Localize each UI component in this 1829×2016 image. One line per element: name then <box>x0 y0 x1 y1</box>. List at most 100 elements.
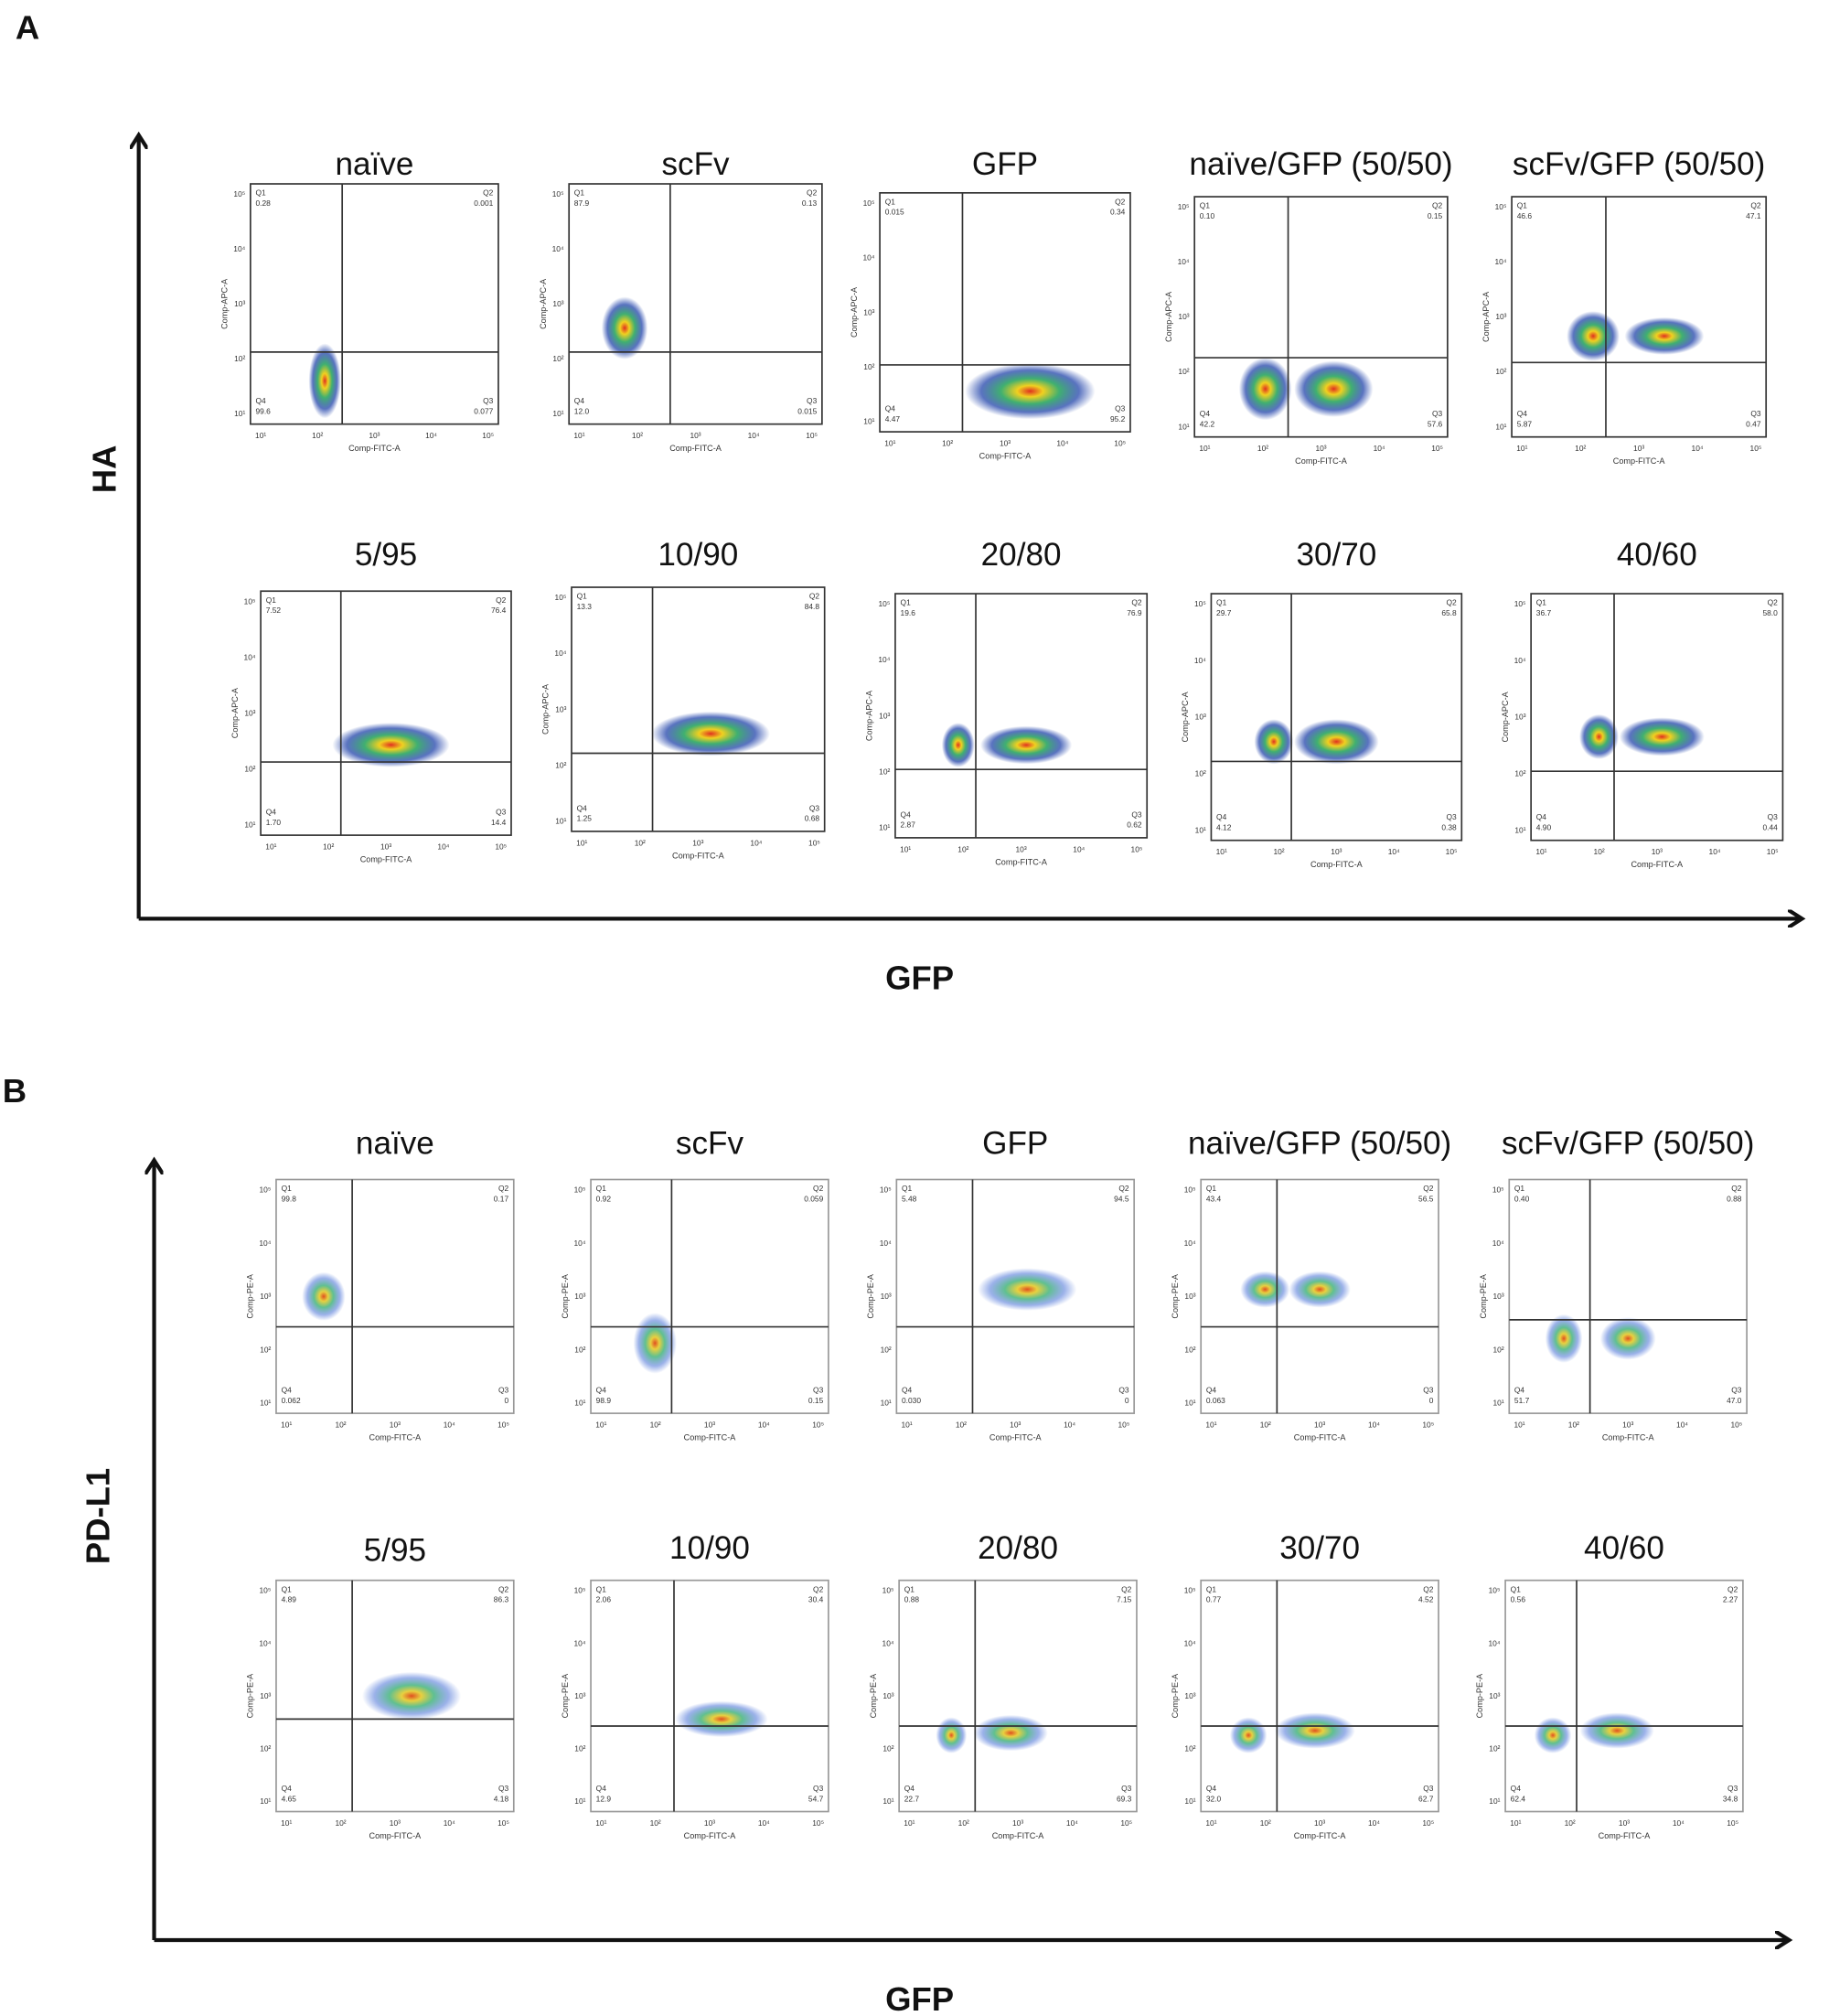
x-tick-label: 10⁴ <box>1368 1421 1380 1430</box>
plot-y-axis-label: Comp-APC-A <box>1501 691 1510 742</box>
y-tick-label: 10⁵ <box>1489 1586 1501 1595</box>
quadrant-name: Q3 <box>1727 1784 1738 1793</box>
quadrant-value: 4.90 <box>1536 822 1552 831</box>
quadrant-value: 13.3 <box>577 602 593 611</box>
y-tick-label: 10³ <box>1184 1292 1195 1301</box>
quadrant-value: 34.8 <box>1723 1794 1738 1803</box>
y-tick-label: 10¹ <box>574 1399 585 1408</box>
y-tick-label: 10³ <box>1489 1691 1500 1700</box>
quadrant-name: Q3 <box>1115 404 1126 413</box>
quadrant-name: Q1 <box>596 1184 607 1193</box>
y-tick-label: 10⁴ <box>1492 1239 1504 1248</box>
x-tick-label: 10⁵ <box>1767 847 1779 856</box>
quadrant-value: 76.9 <box>1127 608 1142 617</box>
plot-x-axis-label: Comp-FITC-A <box>669 444 722 453</box>
quadrant-name: Q2 <box>1446 598 1457 607</box>
plot-y-axis-label: Comp-APC-A <box>220 278 230 329</box>
quadrant-value: 47.0 <box>1727 1396 1742 1405</box>
x-tick-label: 10² <box>958 1818 969 1828</box>
quadrant-value: 0.077 <box>474 406 493 415</box>
quadrant-value: 42.2 <box>1200 419 1215 428</box>
quadrant-value: 0 <box>1125 1396 1129 1405</box>
x-tick-label: 10² <box>1273 847 1284 856</box>
plot-x-axis-label: Comp-FITC-A <box>369 1433 422 1442</box>
quadrant-value: 57.6 <box>1428 419 1443 428</box>
quadrant-value: 0.015 <box>797 406 817 415</box>
quadrant-value: 76.4 <box>491 606 507 615</box>
quadrant-value: 86.3 <box>494 1595 509 1604</box>
quadrant-name: Q3 <box>1731 1386 1742 1395</box>
quadrant-value: 46.6 <box>1517 211 1533 220</box>
axis-label: PD-L1 <box>79 1468 116 1564</box>
quadrant-name: Q4 <box>1517 409 1528 418</box>
plot-x-axis-label: Comp-FITC-A <box>992 1831 1045 1840</box>
quadrant-name: Q2 <box>1121 1584 1132 1593</box>
quadrant-name: Q4 <box>1206 1784 1217 1793</box>
x-tick-label: 10³ <box>704 1421 715 1430</box>
y-tick-label: 10¹ <box>1178 422 1189 431</box>
plot-frame <box>894 593 1149 839</box>
quadrant-value: 56.5 <box>1418 1194 1434 1203</box>
x-tick-label: 10⁵ <box>1422 1421 1434 1430</box>
quadrant-name: Q3 <box>1750 409 1761 418</box>
plot-title: naïve <box>335 146 413 182</box>
quadrant-value: 87.9 <box>574 198 590 208</box>
x-tick-label: 10⁴ <box>1066 1818 1078 1828</box>
y-tick-label: 10⁵ <box>863 198 875 208</box>
y-tick-label: 10⁵ <box>1495 202 1507 211</box>
quadrant-name: Q4 <box>1200 409 1211 418</box>
plot-title: naïve/GFP (50/50) <box>1188 1125 1451 1161</box>
quadrant-name: Q1 <box>902 1184 913 1193</box>
quadrant-value: 0.17 <box>494 1194 509 1203</box>
x-tick-label: 10¹ <box>1535 847 1546 856</box>
x-tick-label: 10⁴ <box>758 1421 770 1430</box>
quadrant-name: Q3 <box>1446 812 1457 821</box>
x-tick-label: 10⁵ <box>812 1421 824 1430</box>
plot-x-axis-label: Comp-FITC-A <box>1599 1831 1652 1840</box>
quadrant-name: Q4 <box>1216 812 1227 821</box>
quadrant-name: Q3 <box>498 1784 509 1793</box>
x-tick-label: 10² <box>323 842 334 852</box>
plot-frame <box>568 183 823 425</box>
quadrant-value: 19.6 <box>901 608 916 617</box>
x-tick-label: 10¹ <box>884 439 895 448</box>
x-tick-label: 10¹ <box>1513 1421 1524 1430</box>
plot-frame <box>1200 1579 1439 1813</box>
quadrant-value: 5.48 <box>902 1194 917 1203</box>
x-tick-label: 10³ <box>1619 1818 1630 1828</box>
x-tick-label: 10⁴ <box>1709 847 1721 856</box>
plot-y-axis-label: Comp-PE-A <box>246 1673 255 1719</box>
plot-frame <box>1504 1579 1744 1813</box>
x-tick-label: 10³ <box>704 1818 715 1828</box>
x-tick-label: 10² <box>650 1818 661 1828</box>
quadrant-value: 51.7 <box>1514 1396 1530 1405</box>
x-tick-label: 10³ <box>1315 444 1326 453</box>
quadrant-value: 0.030 <box>902 1396 921 1405</box>
density-cloud <box>1534 1717 1572 1753</box>
y-tick-label: 10¹ <box>234 409 245 418</box>
y-tick-label: 10² <box>1514 768 1525 777</box>
y-tick-label: 10³ <box>555 704 566 713</box>
y-tick-label: 10² <box>260 1345 271 1354</box>
y-tick-label: 10¹ <box>1514 825 1525 834</box>
y-tick-label: 10³ <box>1184 1691 1195 1700</box>
x-tick-label: 10² <box>635 838 646 847</box>
y-tick-label: 10² <box>1489 1744 1500 1753</box>
quadrant-name: Q1 <box>574 188 585 198</box>
plot-y-axis-label: Comp-PE-A <box>561 1673 570 1719</box>
y-tick-label: 10⁵ <box>1514 599 1526 608</box>
y-tick-label: 10² <box>863 362 874 371</box>
quadrant-value: 4.47 <box>885 414 901 424</box>
plot-y-axis-label: Comp-PE-A <box>246 1273 255 1319</box>
plot-frame <box>1210 593 1463 842</box>
x-tick-label: 10² <box>1260 1818 1271 1828</box>
quadrant-name: Q2 <box>813 1184 824 1193</box>
quadrant-name: Q1 <box>282 1584 293 1593</box>
quadrant-value: 62.7 <box>1418 1794 1434 1803</box>
plot-y-axis-label: Comp-APC-A <box>230 687 240 738</box>
plot-y-axis-label: Comp-PE-A <box>866 1273 875 1319</box>
quadrant-name: Q3 <box>809 803 820 812</box>
quadrant-value: 12.0 <box>574 406 590 415</box>
quadrant-name: Q3 <box>1118 1386 1129 1395</box>
y-tick-label: 10¹ <box>881 1399 892 1408</box>
